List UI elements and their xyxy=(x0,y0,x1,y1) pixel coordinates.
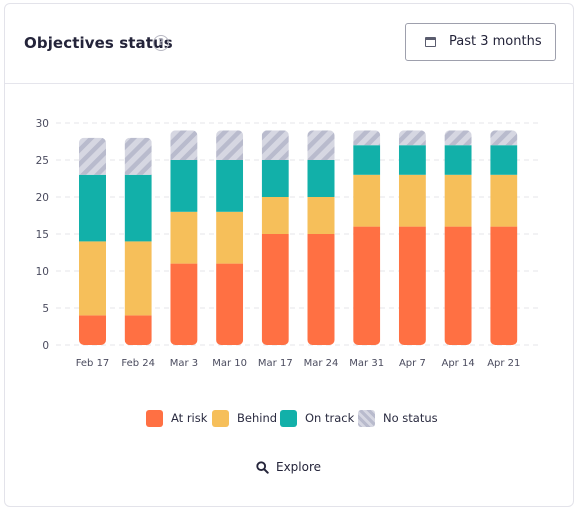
question-circle-icon[interactable]: ? xyxy=(153,35,169,51)
bar-segment-no-status[interactable] xyxy=(170,130,198,160)
y-tick-label: 25 xyxy=(36,155,49,167)
bar-segment-on-track[interactable] xyxy=(261,160,289,197)
calendar-icon xyxy=(425,37,436,47)
search-icon xyxy=(256,461,269,474)
bar-stack[interactable] xyxy=(170,130,198,345)
date-range-button[interactable]: Past 3 months xyxy=(405,23,556,61)
bar-stack[interactable] xyxy=(353,130,381,345)
bar-segment-behind[interactable] xyxy=(261,197,289,234)
x-tick-label: Apr 21 xyxy=(487,358,520,369)
x-tick-label: Mar 10 xyxy=(212,358,247,369)
x-tick-label: Mar 31 xyxy=(349,358,384,369)
bar-stack[interactable] xyxy=(490,130,518,345)
y-tick-label: 0 xyxy=(42,340,49,352)
x-tick-label: Mar 17 xyxy=(258,358,293,369)
bar-segment-at-risk[interactable] xyxy=(124,315,152,345)
legend-swatch xyxy=(280,410,297,427)
bar-segment-no-status[interactable] xyxy=(444,130,472,146)
legend-swatch xyxy=(358,410,375,427)
bar-segment-behind[interactable] xyxy=(79,241,106,316)
date-range-label: Past 3 months xyxy=(449,34,542,49)
bar-segment-behind[interactable] xyxy=(444,174,472,227)
x-tick-label: Feb 17 xyxy=(76,358,110,369)
bar-segment-no-status[interactable] xyxy=(398,130,426,146)
bar-stack[interactable] xyxy=(307,130,335,345)
bar-stack[interactable] xyxy=(216,130,244,345)
bar-segment-at-risk[interactable] xyxy=(79,315,106,345)
bar-segment-on-track[interactable] xyxy=(216,160,244,212)
bar-segment-no-status[interactable] xyxy=(79,137,106,175)
bar-segment-no-status[interactable] xyxy=(307,130,335,160)
explore-label: Explore xyxy=(276,460,322,474)
x-tick-label: Mar 24 xyxy=(304,358,339,369)
bar-segment-on-track[interactable] xyxy=(307,160,335,197)
x-tick-label: Feb 24 xyxy=(121,358,155,369)
legend-swatch xyxy=(146,410,163,427)
x-tick-label: Mar 3 xyxy=(170,358,198,369)
card-header: Objectives status ? Past 3 months xyxy=(5,4,573,84)
y-tick-label: 15 xyxy=(36,229,49,241)
bar-segment-on-track[interactable] xyxy=(170,160,198,212)
bar-segment-at-risk[interactable] xyxy=(216,263,244,345)
bar-segment-at-risk[interactable] xyxy=(307,234,335,345)
bar-segment-no-status[interactable] xyxy=(124,137,152,175)
bar-segment-no-status[interactable] xyxy=(216,130,244,160)
bar-segment-on-track[interactable] xyxy=(124,174,152,242)
bar-stack[interactable] xyxy=(79,137,106,345)
y-tick-label: 30 xyxy=(36,118,49,130)
bar-segment-behind[interactable] xyxy=(353,174,381,227)
bar-segment-on-track[interactable] xyxy=(79,174,106,242)
bar-segment-no-status[interactable] xyxy=(353,130,381,146)
bar-segment-behind[interactable] xyxy=(170,211,198,264)
y-tick-label: 10 xyxy=(36,266,49,278)
y-tick-label: 5 xyxy=(42,303,49,315)
bar-segment-behind[interactable] xyxy=(124,241,152,316)
bar-segment-at-risk[interactable] xyxy=(261,234,289,345)
x-tick-label: Apr 14 xyxy=(441,358,474,369)
legend-label: At risk xyxy=(171,411,208,425)
y-tick-label: 20 xyxy=(36,192,49,204)
bar-segment-on-track[interactable] xyxy=(353,145,381,175)
bar-segment-on-track[interactable] xyxy=(444,145,472,175)
bar-segment-behind[interactable] xyxy=(398,174,426,227)
bar-segment-no-status[interactable] xyxy=(490,130,518,146)
legend-swatch xyxy=(212,410,229,427)
bar-stack[interactable] xyxy=(261,130,289,345)
bar-segment-no-status[interactable] xyxy=(261,130,289,160)
legend-label: No status xyxy=(383,411,438,425)
bar-segment-on-track[interactable] xyxy=(490,145,518,175)
bar-stack[interactable] xyxy=(398,130,426,345)
legend-label: On track xyxy=(305,411,355,425)
bar-segment-at-risk[interactable] xyxy=(170,263,198,345)
bar-segment-behind[interactable] xyxy=(216,211,244,264)
bar-segment-at-risk[interactable] xyxy=(398,226,426,345)
bar-segment-at-risk[interactable] xyxy=(444,226,472,345)
card-title: Objectives status xyxy=(24,34,173,52)
legend-label: Behind xyxy=(237,411,278,425)
stacked-bar-chart: 0 5 10 15 20 25 30 Feb 17 Feb 24 Mar 3 Mar 10 Mar 1… xyxy=(36,118,540,369)
bar-segment-at-risk[interactable] xyxy=(353,226,381,345)
bar-stack[interactable] xyxy=(444,130,472,345)
bar-segment-behind[interactable] xyxy=(307,197,335,234)
bar-segment-behind[interactable] xyxy=(490,174,518,227)
bar-segment-at-risk[interactable] xyxy=(490,226,518,345)
x-tick-label: Apr 7 xyxy=(399,358,426,369)
bar-segment-on-track[interactable] xyxy=(398,145,426,175)
bar-stack[interactable] xyxy=(124,137,152,345)
